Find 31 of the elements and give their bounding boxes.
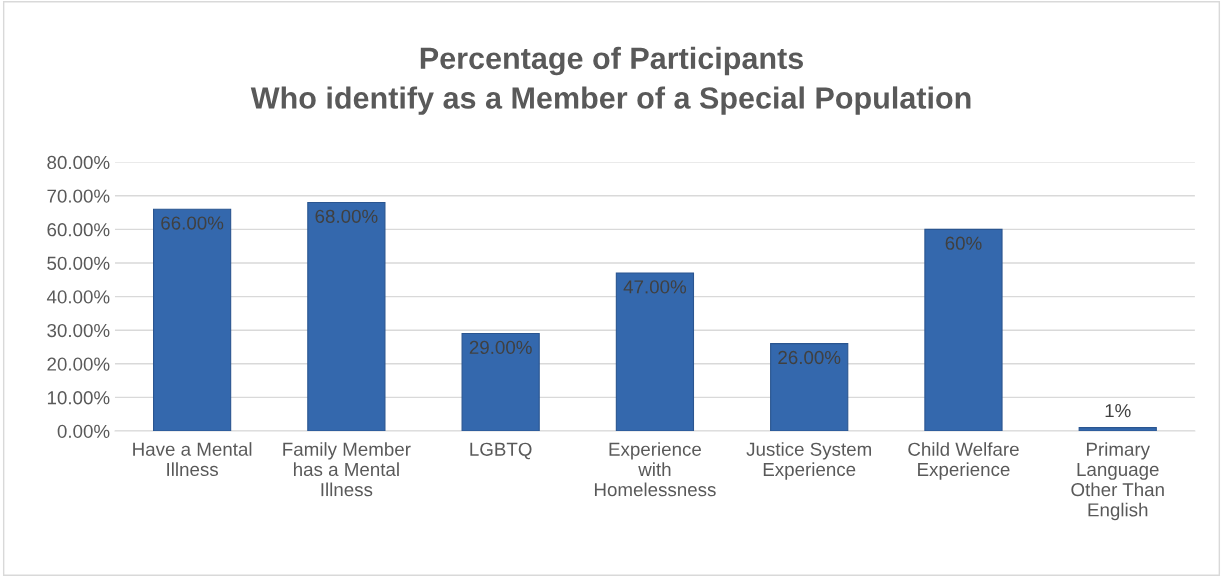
- x-tick-label: Primary Language Other Than English: [1071, 442, 1164, 521]
- bar: [1078, 427, 1157, 432]
- data-label: 29.00%: [469, 340, 532, 355]
- y-tick-label: 0.00%: [57, 424, 110, 438]
- bar: [924, 228, 1003, 432]
- y-tick-label: 70.00%: [47, 189, 110, 203]
- x-tick-label: Justice System Experience: [746, 442, 871, 480]
- bar: [770, 343, 849, 432]
- data-label: 66.00%: [161, 216, 224, 230]
- x-tick-label: Experience with Homelessness: [594, 442, 716, 497]
- x-tick-label: Child Welfare Experience: [908, 442, 1019, 480]
- bar: [461, 332, 540, 432]
- bar: [307, 201, 386, 432]
- y-tick-label: 50.00%: [47, 256, 110, 270]
- y-tick-label: 40.00%: [46, 290, 110, 304]
- x-tick-label: Have a Mental Illness: [133, 442, 252, 477]
- data-label: 60%: [945, 236, 982, 250]
- y-tick-label: 60.00%: [47, 223, 110, 237]
- chart-title: Percentage of Participants Who identify as a Member of a Special Population: [250, 46, 971, 115]
- y-tick-label: 30.00%: [47, 323, 110, 338]
- x-tick-label: LGBTQ: [470, 442, 532, 460]
- y-tick-label: 80.00%: [47, 155, 110, 170]
- y-tick-label: 20.00%: [47, 357, 110, 371]
- data-label: 47.00%: [623, 280, 687, 294]
- data-label: 26.00%: [778, 350, 841, 365]
- y-tick-label: 10.00%: [47, 391, 110, 405]
- data-label: 1%: [1105, 404, 1131, 418]
- data-label: 68.00%: [315, 209, 378, 223]
- x-tick-label: Family Member has a Mental Illness: [283, 442, 411, 497]
- bar: [615, 272, 695, 432]
- bar: [152, 208, 232, 432]
